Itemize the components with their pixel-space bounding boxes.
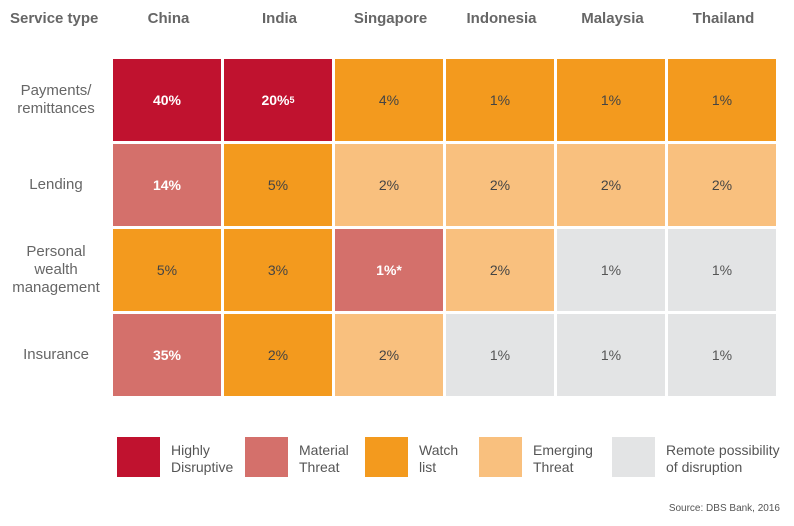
- heatmap-cell: 1%: [668, 314, 776, 396]
- heatmap-cell: 5%: [113, 229, 221, 311]
- heatmap-cell: 2%: [446, 144, 554, 226]
- heatmap-cell: 1%: [446, 314, 554, 396]
- heatmap-cell: 14%: [113, 144, 221, 226]
- legend-swatch-highly: [117, 437, 160, 477]
- cell-value: 1%*: [376, 262, 402, 278]
- row-label: Payments/ remittances: [17, 82, 95, 117]
- cell-value: 2%: [489, 262, 511, 278]
- heatmap-cell: 4%: [335, 59, 443, 141]
- cell-value: 1%: [711, 92, 733, 108]
- cell-value: 5%: [156, 262, 178, 278]
- heatmap-cell: 1%*: [335, 229, 443, 311]
- legend-swatch-remote: [612, 437, 655, 477]
- heatmap-cell: 20% 5: [224, 59, 332, 141]
- heatmap-cell: 2%: [446, 229, 554, 311]
- row-label: Personal wealth management: [12, 243, 100, 296]
- heatmap-cell: 2%: [557, 144, 665, 226]
- column-header-india: India: [261, 10, 297, 27]
- cell-value: 1%: [600, 262, 622, 278]
- service-type-header: Service type: [10, 10, 99, 27]
- cell-value: 1%: [711, 347, 733, 363]
- legend-swatch-emerging: [479, 437, 522, 477]
- heatmap-cell: 2%: [668, 144, 776, 226]
- source-note: Source: DBS Bank, 2016: [668, 503, 780, 514]
- cell-footnote: 5: [289, 95, 295, 105]
- legend-label-highly: Highly Disruptive: [171, 442, 234, 475]
- cell-value: 35%: [152, 347, 182, 363]
- cell-value: 1%: [489, 347, 511, 363]
- cell-value: 14%: [152, 177, 182, 193]
- cell-value: 40%: [152, 92, 182, 108]
- cell-value: 2%: [600, 177, 622, 193]
- heatmap-cell: 3%: [224, 229, 332, 311]
- cell-value: 2%: [378, 347, 400, 363]
- column-header-indonesia: Indonesia: [466, 10, 537, 27]
- heatmap-cell: 2%: [335, 314, 443, 396]
- column-header-china: China: [147, 10, 190, 27]
- column-header-thailand: Thailand: [692, 10, 755, 27]
- heatmap-cell: 1%: [446, 59, 554, 141]
- heatmap-cell: 1%: [668, 59, 776, 141]
- cell-value: 20%: [261, 92, 290, 108]
- cell-value: 4%: [378, 92, 400, 108]
- legend-label-watch: Watch list: [419, 442, 459, 475]
- heatmap-cell: 1%: [668, 229, 776, 311]
- heatmap-cell: 2%: [224, 314, 332, 396]
- heatmap-cell: 5%: [224, 144, 332, 226]
- column-header-malaysia: Malaysia: [581, 10, 644, 27]
- heatmap-cell: 40%: [113, 59, 221, 141]
- row-label: Lending: [29, 176, 83, 193]
- heatmap-cell: 1%: [557, 59, 665, 141]
- heatmap-cell: 35%: [113, 314, 221, 396]
- cell-value: 1%: [600, 347, 622, 363]
- row-label: Insurance: [23, 346, 89, 363]
- cell-value: 2%: [711, 177, 733, 193]
- legend-label-remote: Remote possibility of disruption: [666, 442, 780, 475]
- legend-label-material: Material Threat: [299, 442, 349, 475]
- cell-value: 3%: [267, 262, 289, 278]
- legend-label-emerging: Emerging Threat: [533, 442, 593, 475]
- heatmap-cell: 1%: [557, 314, 665, 396]
- cell-value: 1%: [600, 92, 622, 108]
- cell-value: 1%: [489, 92, 511, 108]
- column-header-singapore: Singapore: [353, 10, 428, 27]
- cell-value: 2%: [489, 177, 511, 193]
- heatmap-cell: 1%: [557, 229, 665, 311]
- legend-swatch-watch: [365, 437, 408, 477]
- heatmap-cell: 2%: [335, 144, 443, 226]
- cell-value: 5%: [267, 177, 289, 193]
- cell-value: 1%: [711, 262, 733, 278]
- cell-value: 2%: [378, 177, 400, 193]
- legend-swatch-material: [245, 437, 288, 477]
- cell-value: 2%: [267, 347, 289, 363]
